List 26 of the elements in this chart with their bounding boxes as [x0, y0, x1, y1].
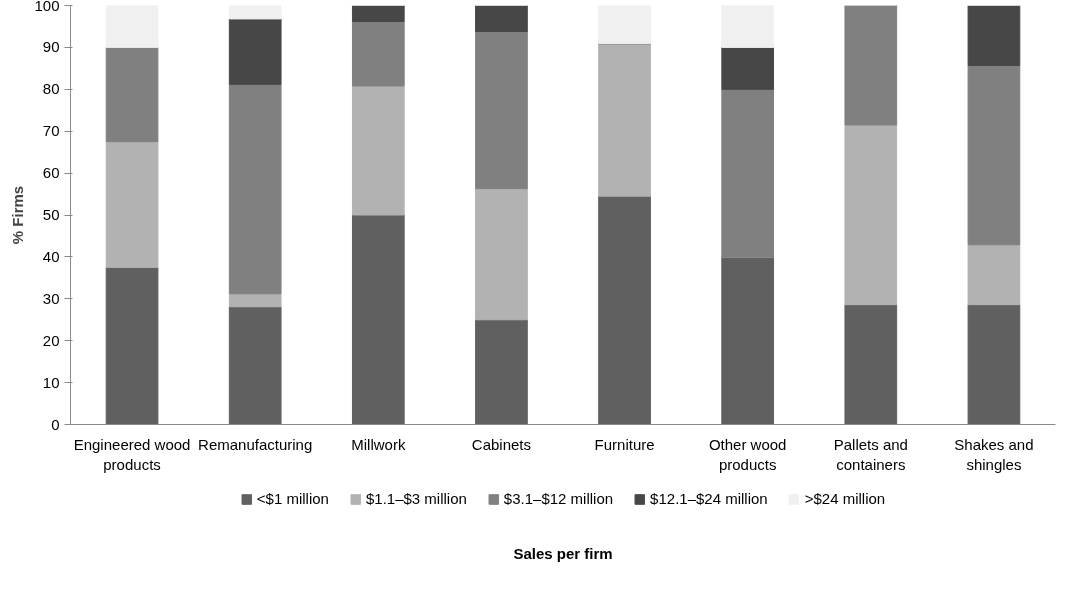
- y-tick-label: 80: [42, 80, 60, 98]
- y-tick-label: 20: [42, 331, 60, 349]
- legend-label: >$24 million: [804, 490, 886, 507]
- x-tick-label: Shakes and shingles: [954, 435, 1034, 473]
- y-tick-label: 30: [42, 289, 60, 307]
- y-tick-label: 40: [42, 247, 60, 265]
- x-tick-label: Engineered wood products: [73, 435, 191, 473]
- y-tick-label: 70: [42, 122, 60, 140]
- legend-label: $3.1–$12 million: [503, 490, 614, 507]
- x-tick-label: Other wood products: [708, 435, 787, 473]
- x-tick-label: Remanufacturing: [198, 435, 313, 453]
- x-tick-label: Cabinets: [471, 435, 532, 453]
- legend-label: <$1 million: [256, 490, 329, 507]
- y-tick-label: 90: [42, 38, 60, 56]
- y-tick-label: 0: [51, 415, 60, 433]
- legend-label: $1.1–$3 million: [365, 490, 467, 507]
- x-tick-label: Pallets and containers: [833, 435, 908, 473]
- y-tick-label: 100: [34, 0, 60, 14]
- legend-label: $12.1–$24 million: [650, 490, 768, 507]
- y-tick-label: 50: [42, 206, 60, 223]
- x-tick-label: Millwork: [351, 435, 406, 453]
- x-tick-label: Furniture: [594, 435, 655, 453]
- y-axis-title: % Firms: [9, 185, 27, 245]
- y-tick-label: 60: [42, 164, 60, 182]
- x-axis-title: Sales per firm: [513, 544, 613, 562]
- y-tick-label: 10: [42, 373, 60, 391]
